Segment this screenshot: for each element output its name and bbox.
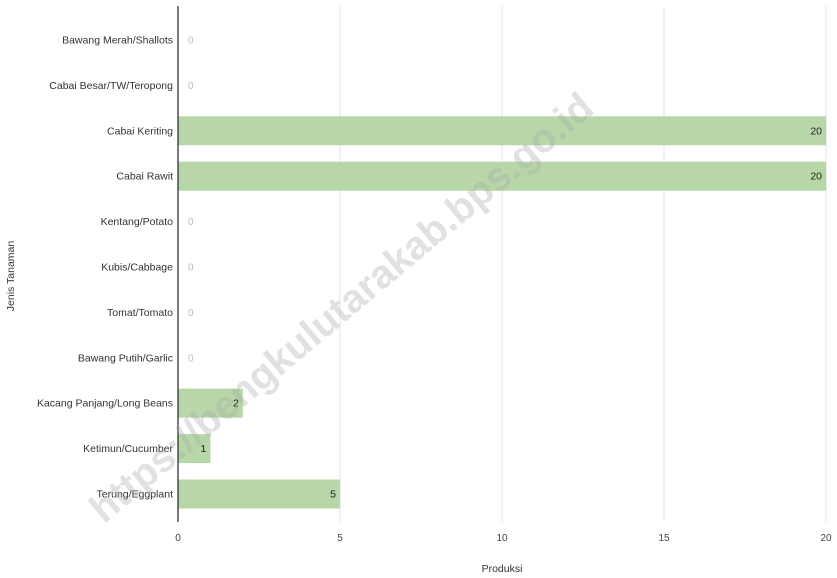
category-label: Cabai Besar/TW/Teropong <box>49 80 173 92</box>
data-label: 5 <box>330 489 336 501</box>
bar <box>178 388 243 418</box>
bars <box>178 116 826 509</box>
category-label: Terung/Eggplant <box>97 489 174 501</box>
x-axis-title: Produksi <box>482 563 523 575</box>
data-label: 0 <box>188 36 194 47</box>
data-label: 2 <box>233 398 239 410</box>
x-tick-label: 20 <box>820 533 832 544</box>
category-label: Bawang Putih/Garlic <box>78 352 173 364</box>
data-label: 20 <box>810 125 822 137</box>
x-tick-label: 10 <box>496 533 508 544</box>
x-tick-label: 15 <box>658 533 670 544</box>
bar <box>178 434 211 464</box>
bar <box>178 116 826 146</box>
data-label: 1 <box>201 443 207 455</box>
bar <box>178 161 826 191</box>
data-label: 0 <box>188 263 194 274</box>
grid-lines <box>339 6 827 522</box>
category-label: Ketimun/Cucumber <box>83 443 173 455</box>
y-axis-title: Jenis Tanaman <box>5 241 17 312</box>
x-tick-label: 0 <box>175 533 181 544</box>
x-tick-label: 5 <box>337 533 343 544</box>
bar <box>178 479 340 509</box>
category-label: Kentang/Potato <box>101 216 174 228</box>
category-label: Cabai Keriting <box>107 125 173 137</box>
data-label: 0 <box>188 353 194 364</box>
category-label: Tomat/Tomato <box>107 307 173 319</box>
data-label: 0 <box>188 308 194 319</box>
data-label: 0 <box>188 81 194 92</box>
data-label: 0 <box>188 217 194 228</box>
category-label: Bawang Merah/Shallots <box>62 35 173 47</box>
category-label: Kacang Panjang/Long Beans <box>37 398 173 410</box>
category-label: Kubis/Cabbage <box>101 262 173 274</box>
data-label: 20 <box>810 171 822 183</box>
category-label: Cabai Rawit <box>116 171 173 183</box>
